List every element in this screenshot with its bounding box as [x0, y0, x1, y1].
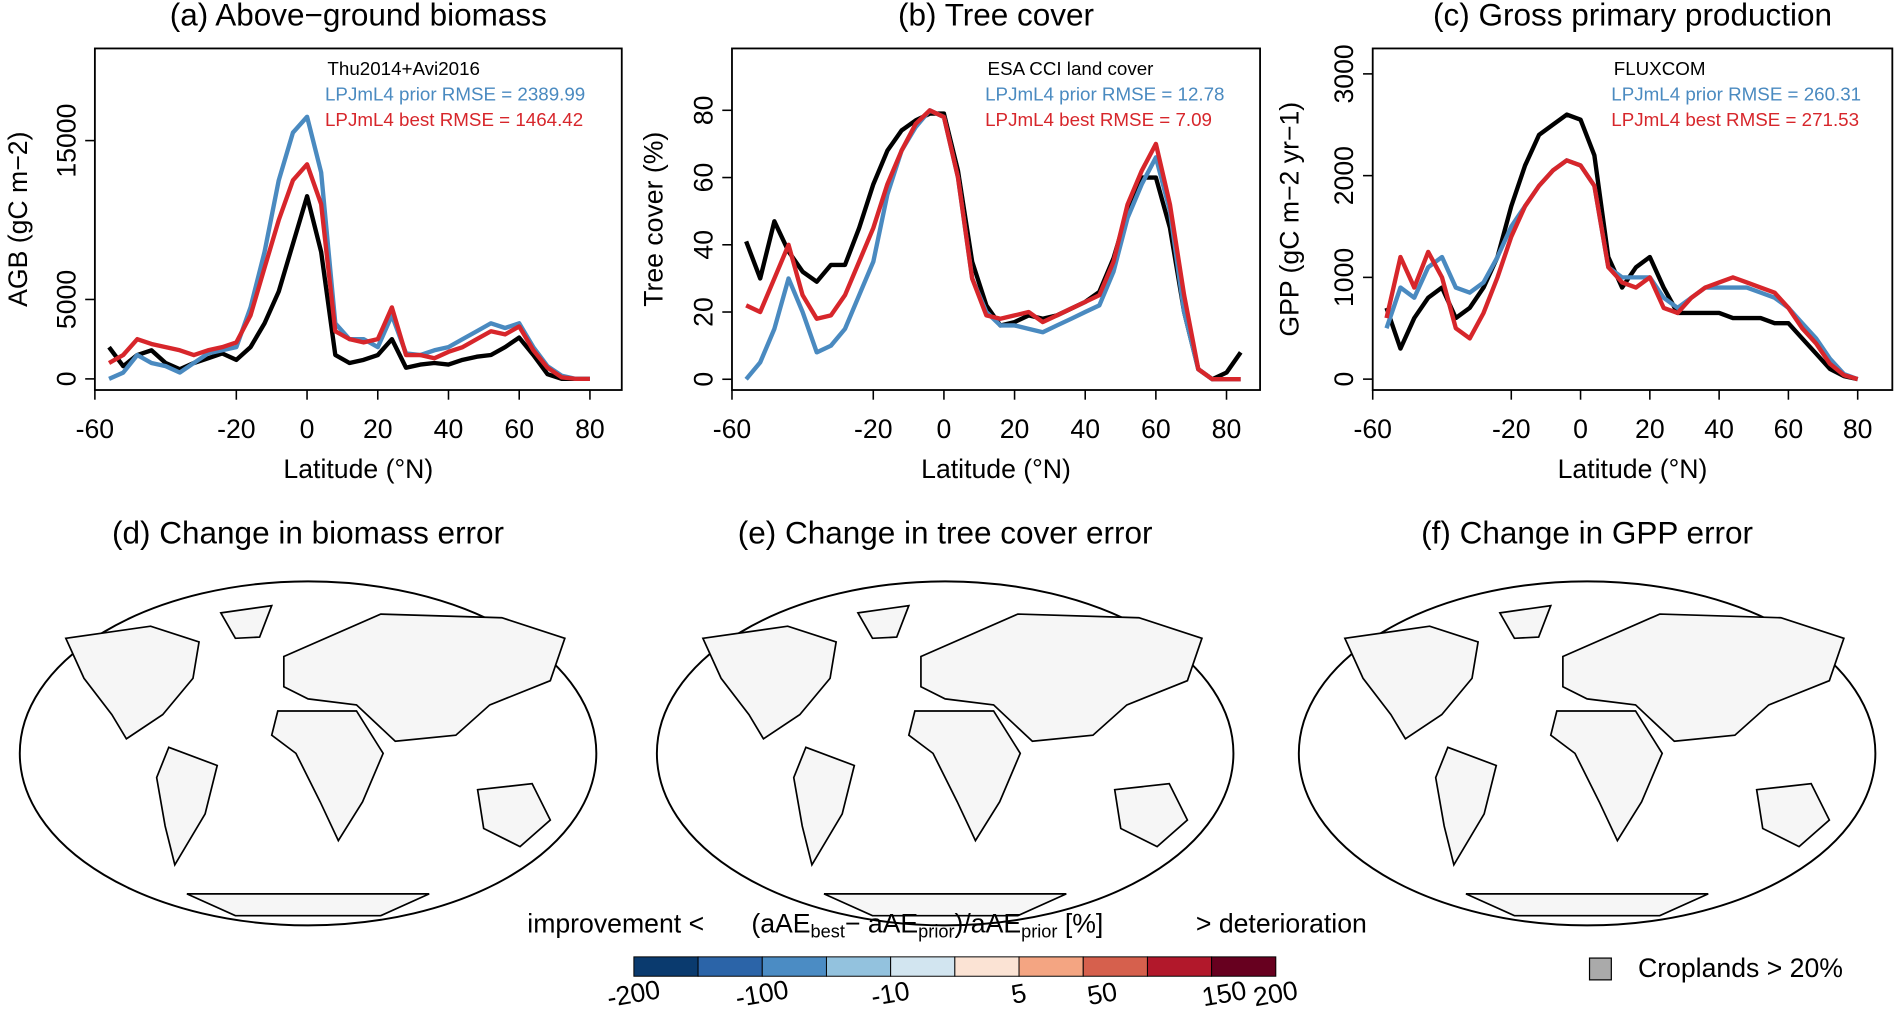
colorbar-cell	[1211, 956, 1277, 977]
chart-title: (b) Tree cover	[898, 0, 1094, 32]
colorbar-label-part: (aAE	[751, 908, 810, 938]
plot-box	[93, 47, 623, 391]
colorbar-label: (aAEbest− aAEprior)/aAEprior [%]	[751, 908, 1103, 941]
series-line	[1384, 112, 1859, 382]
colorbar-cell	[890, 956, 956, 977]
x-tick-label: 0	[1573, 414, 1588, 444]
colorbar-cell	[1018, 956, 1084, 977]
colorbar-right-text: > deterioration	[1196, 908, 1367, 938]
legend-entry: Thu2014+Avi2016	[327, 58, 480, 79]
x-tick-label: -60	[76, 414, 114, 444]
colorbar-tick-label: -100	[733, 974, 791, 1013]
y-tick-label: 20	[688, 297, 718, 327]
y-tick-label: 40	[688, 230, 718, 260]
x-tick-label: 40	[1070, 414, 1100, 444]
colorbar-tick-label: 200	[1251, 975, 1300, 1012]
series-line	[745, 108, 1241, 382]
legend-entry: LPJmL4 best RMSE = 1464.42	[325, 109, 583, 130]
colorbar-label-part: prior	[1021, 921, 1057, 941]
x-tick-label: 80	[1843, 414, 1873, 444]
y-tick-label: 0	[1329, 372, 1359, 387]
y-axis-label: GPP (gC m−2 yr−1)	[1275, 102, 1305, 337]
x-tick-label: 40	[1704, 414, 1734, 444]
x-tick-label: -60	[713, 414, 751, 444]
map-title: (d) Change in biomass error	[112, 515, 504, 551]
legend-entry: LPJmL4 best RMSE = 7.09	[985, 109, 1212, 130]
series-line	[744, 111, 1243, 382]
y-axis-label: Tree cover (%)	[639, 132, 669, 307]
series-line	[1384, 158, 1859, 382]
colorbar-tick-label: -200	[605, 974, 663, 1013]
x-tick-label: -20	[217, 414, 255, 444]
chart-title: (a) Above−ground biomass	[170, 0, 547, 32]
x-tick-label: 60	[504, 414, 534, 444]
legend-entry: LPJmL4 prior RMSE = 2389.99	[325, 84, 585, 105]
y-tick-label: 0	[688, 372, 718, 387]
x-tick-label: 80	[1212, 414, 1242, 444]
y-tick-label: 1000	[1329, 248, 1359, 307]
y-tick-label: 15000	[51, 104, 81, 178]
colorbar-label-part: prior	[918, 921, 954, 941]
colorbar-cell	[633, 956, 699, 977]
colorbar-label-part: best	[811, 921, 845, 941]
colorbar-label-part: − aAE	[845, 908, 918, 938]
x-tick-label: 60	[1774, 414, 1804, 444]
x-tick-label: 20	[363, 414, 393, 444]
colorbar-cell	[1146, 956, 1213, 977]
x-axis-label: Latitude (°N)	[283, 454, 433, 484]
x-tick-label: 0	[300, 414, 315, 444]
map-title: (f) Change in GPP error	[1421, 515, 1753, 551]
x-tick-label: -20	[854, 414, 892, 444]
legend-entry: FLUXCOM	[1614, 58, 1706, 79]
x-axis-label: Latitude (°N)	[1558, 454, 1708, 484]
colorbar-label-part: )/aAE	[955, 908, 1022, 938]
colorbar-tick-label: 5	[1009, 978, 1029, 1010]
y-tick-label: 60	[688, 163, 718, 193]
cropland-legend: Croplands > 20%	[1638, 953, 1843, 983]
legend-entry: LPJmL4 prior RMSE = 12.78	[985, 84, 1224, 105]
plot-box	[731, 47, 1261, 391]
colorbar-tick-label: 150	[1200, 975, 1249, 1012]
map-panels	[18, 580, 1877, 927]
x-tick-label: 20	[1000, 414, 1030, 444]
y-tick-label: 0	[51, 371, 81, 386]
colorbar-cell	[697, 956, 763, 977]
x-tick-label: 60	[1141, 414, 1171, 444]
legend-entry: ESA CCI land cover	[988, 58, 1154, 79]
legend-entry: LPJmL4 prior RMSE = 260.31	[1611, 84, 1861, 105]
y-tick-label: 3000	[1329, 44, 1359, 103]
x-tick-label: 80	[575, 414, 605, 444]
y-tick-label: 80	[688, 95, 718, 125]
series-line	[107, 162, 590, 382]
y-tick-label: 2000	[1329, 146, 1359, 205]
map-f	[1297, 580, 1877, 927]
x-tick-label: -20	[1492, 414, 1530, 444]
chart-title: (c) Gross primary production	[1433, 0, 1832, 32]
series-line	[744, 108, 1241, 382]
x-tick-label: 0	[937, 414, 952, 444]
colorbar-cell	[954, 956, 1020, 977]
y-axis-label: AGB (gC m−2)	[3, 132, 33, 307]
plot-box	[1371, 47, 1894, 391]
colorbar-left-text: improvement <	[527, 908, 704, 938]
colorbar-tick-label: -10	[869, 976, 912, 1012]
colorbar-cell	[825, 956, 892, 977]
series-line	[1384, 158, 1859, 382]
legend-entry: LPJmL4 best RMSE = 271.53	[1611, 109, 1859, 130]
map-d	[18, 580, 598, 927]
map-e	[655, 580, 1235, 927]
colorbar-cell	[1082, 956, 1148, 977]
x-tick-label: 20	[1635, 414, 1665, 444]
cropland-swatch	[1588, 957, 1612, 981]
colorbar-label-part: [%]	[1057, 908, 1103, 938]
y-tick-label: 5000	[51, 270, 81, 329]
map-title: (e) Change in tree cover error	[738, 515, 1153, 551]
colorbar-cell	[761, 956, 827, 977]
x-tick-label: -60	[1353, 414, 1391, 444]
x-axis-label: Latitude (°N)	[921, 454, 1071, 484]
colorbar-tick-label: 50	[1085, 976, 1119, 1011]
x-tick-label: 40	[434, 414, 464, 444]
